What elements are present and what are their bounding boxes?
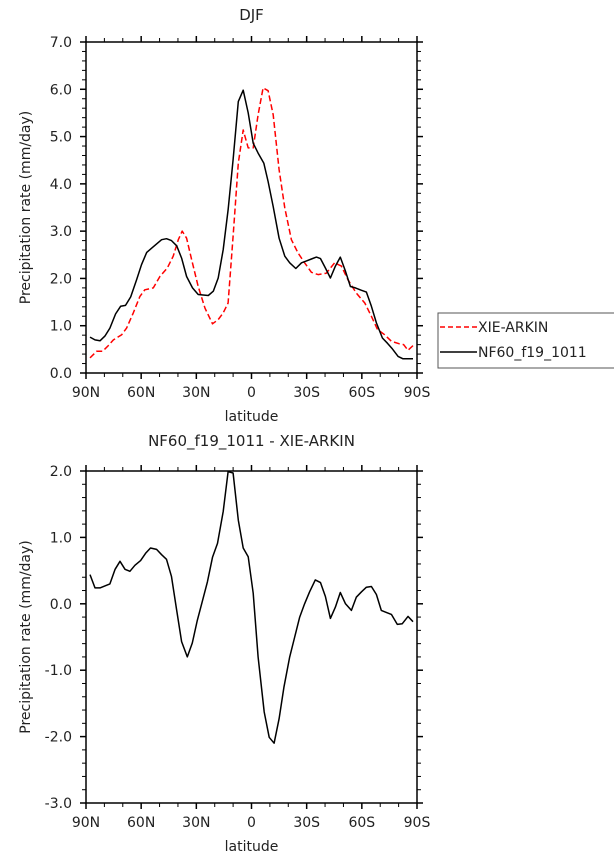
series-line-difference [89,470,414,744]
x-tick-label: 90N [72,815,100,831]
x-tick-label: 90S [404,385,431,401]
bottom-panel-difference: 90N 60N 30N 0 30S 60S 90S -3.0 -2.0 -1.0 0.0 1.0 2.0… [18,432,430,855]
x-tick-label: 60S [348,815,375,831]
x-axis-label: latitude [225,409,279,425]
y-tick-label: -1.0 [45,663,72,679]
x-tick-label: 30S [293,815,320,831]
y-tick-label: -2.0 [45,730,72,746]
y-tick-label: 2.0 [50,464,72,480]
y-axis-label: Precipitation rate (mm/day) [18,540,34,734]
legend-box [437,312,614,369]
y-tick-label: 0.0 [50,366,72,382]
y-tick-label: -3.0 [45,796,72,812]
chart-title: NF60_f19_1011 - XIE-ARKIN [148,432,355,451]
x-tick-label: 90S [404,815,431,831]
y-tick-label: 4.0 [50,177,72,193]
x-tick-label: 30S [293,385,320,401]
x-tick-label: 90N [72,385,100,401]
x-tick-label: 60N [127,815,155,831]
y-tick-label: 7.0 [50,35,72,51]
x-tick-label: 30N [182,815,210,831]
x-tick-label: 0 [247,385,256,401]
y-tick-label: 1.0 [50,319,72,335]
legend-label-xie-arkin: XIE-ARKIN [478,320,548,336]
y-tick-label: 1.0 [50,530,72,546]
legend-label-nf60: NF60_f19_1011 [478,345,587,361]
x-tick-label: 60N [127,385,155,401]
plot-frame [85,41,418,374]
legend: XIE-ARKIN NF60_f19_1011 [437,312,614,369]
chart-title: DJF [239,6,264,24]
plot-frame [85,470,418,804]
y-axis-label: Precipitation rate (mm/day) [18,111,34,305]
series-line-nf60-f19-1011 [89,89,413,360]
y-tick-label: 3.0 [50,224,72,240]
y-tick-label: 2.0 [50,271,72,287]
y-tick-label: 5.0 [50,130,72,146]
series-line-xie-arkin [89,87,414,359]
x-tick-label: 0 [247,815,256,831]
top-panel-djf: 90N 60N 30N 0 30S 60S 90S 0.0 1.0 2.0 3.0 4.0 5.0 6.0… [18,6,430,425]
x-tick-label: 60S [348,385,375,401]
y-tick-label: 6.0 [50,82,72,98]
x-axis-label: latitude [225,839,279,855]
y-tick-label: 0.0 [50,597,72,613]
x-tick-label: 30N [182,385,210,401]
